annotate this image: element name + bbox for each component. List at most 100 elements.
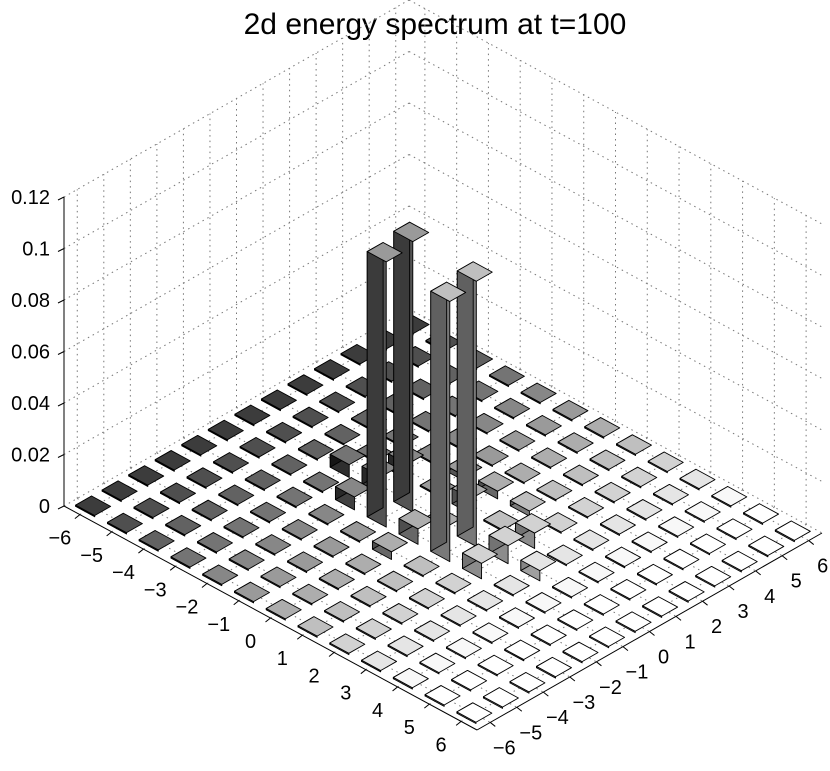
- bar: [631, 531, 668, 554]
- bar: [462, 543, 498, 580]
- bar: [414, 620, 451, 642]
- bar-top-face: [281, 519, 318, 540]
- bar: [546, 544, 583, 567]
- bar-top-face: [743, 503, 780, 524]
- z-tick-label: 0.04: [11, 393, 50, 415]
- bar-top-face: [748, 535, 785, 556]
- z-tick-mark: [57, 299, 65, 304]
- chart-title: 2d energy spectrum at t=100: [243, 8, 627, 41]
- bar-top-face: [234, 404, 271, 425]
- bar-top-face: [329, 633, 366, 654]
- bar-top-face: [419, 652, 456, 674]
- bar-top-face: [324, 423, 361, 445]
- bar: [774, 520, 811, 543]
- bar: [165, 514, 202, 537]
- bar-top-face: [133, 497, 170, 518]
- kx-tick-mark: [455, 720, 462, 726]
- bar: [387, 635, 424, 658]
- ky-tick-mark: [569, 676, 576, 682]
- bar-top-face: [297, 616, 334, 637]
- bar: [584, 417, 621, 439]
- kx-tick-label: −4: [112, 562, 135, 584]
- bar: [202, 564, 239, 587]
- bar: [287, 374, 324, 396]
- bar-top-face: [456, 702, 493, 723]
- bar-top-face: [207, 419, 244, 441]
- bar: [297, 439, 334, 461]
- bar: [392, 667, 429, 690]
- grid-line: [63, 308, 410, 507]
- bar: [329, 633, 366, 656]
- kx-tick-mark: [328, 652, 335, 657]
- grid-line: [408, 257, 823, 482]
- bar-top-face: [366, 242, 403, 263]
- bar-side-face: [366, 242, 384, 518]
- bar: [350, 585, 387, 608]
- bar: [223, 516, 260, 539]
- bar: [197, 532, 233, 554]
- ky-tick-mark: [808, 540, 815, 545]
- bar: [445, 637, 482, 660]
- bar-top-face: [424, 685, 461, 706]
- bar: [218, 484, 255, 507]
- bar-top-face: [414, 620, 451, 641]
- bar: [716, 518, 753, 541]
- z-tick-mark: [57, 454, 65, 458]
- grid-line: [408, 51, 823, 276]
- bar: [594, 481, 631, 504]
- bar-top-face: [202, 564, 239, 585]
- bar: [525, 415, 562, 437]
- bar-top-face: [531, 447, 568, 468]
- bar-top-face: [313, 536, 350, 557]
- bar-side-face: [430, 281, 448, 552]
- bar: [271, 454, 308, 476]
- bar-top-face: [387, 635, 424, 656]
- ky-tick-mark: [702, 600, 708, 606]
- bar: [647, 451, 684, 474]
- bar-top-face: [292, 583, 329, 605]
- ky-tick-label: −5: [519, 722, 542, 744]
- z-tick-label: 0.08: [11, 290, 50, 312]
- bar-top-face: [239, 437, 276, 458]
- bar-top-face: [568, 497, 605, 518]
- bar-top-face: [594, 481, 631, 503]
- bar: [451, 669, 488, 692]
- bar-top-face: [690, 533, 726, 554]
- bar-top-face: [605, 546, 642, 567]
- bar-top-face: [266, 421, 303, 443]
- bar-top-face: [488, 525, 525, 547]
- grid-line: [408, 0, 823, 225]
- ky-tick-label: 5: [791, 571, 802, 593]
- kx-tick-mark: [392, 686, 398, 692]
- bar: [695, 565, 732, 588]
- bar-top-face: [165, 514, 202, 536]
- bar-top-face: [456, 261, 493, 282]
- bar-top-face: [170, 547, 207, 568]
- bar: [552, 576, 589, 599]
- grid-line: [408, 205, 823, 431]
- grid-line: [408, 154, 823, 379]
- grid-line: [63, 154, 410, 352]
- bar: [562, 641, 599, 664]
- z-tick-mark: [57, 196, 65, 201]
- bar: [482, 687, 519, 709]
- bar-top-face: [647, 451, 684, 472]
- bar-top-face: [520, 382, 557, 403]
- bar-top-face: [536, 479, 573, 501]
- bar-top-face: [520, 550, 557, 572]
- ky-tick-label: 0: [658, 647, 669, 669]
- bar-top-face: [483, 510, 520, 531]
- kx-tick-mark: [360, 669, 367, 675]
- bar-top-face: [494, 397, 531, 419]
- bar: [133, 497, 170, 520]
- bar: [711, 486, 748, 508]
- bar: [610, 579, 647, 601]
- bar-top-face: [191, 499, 228, 521]
- bar-top-face: [75, 495, 112, 516]
- bar-top-face: [265, 598, 302, 620]
- bar-top-face: [462, 543, 498, 564]
- bar: [101, 480, 138, 503]
- bar-top-face: [478, 471, 515, 492]
- bar-top-face: [213, 452, 250, 473]
- bar: [234, 404, 271, 427]
